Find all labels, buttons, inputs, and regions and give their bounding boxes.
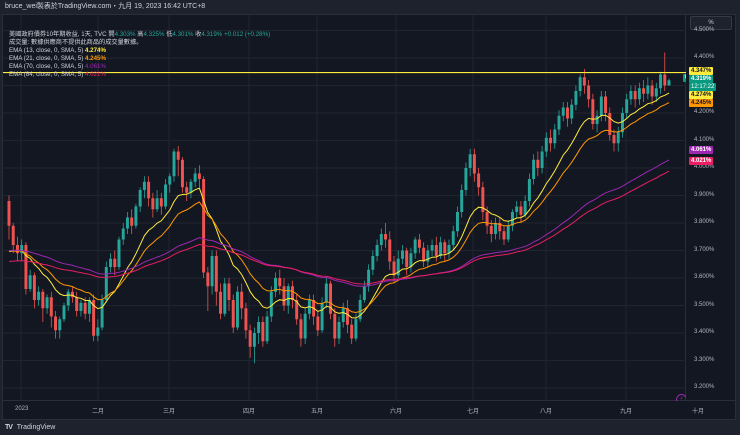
- change-value: +0.012 (+0.28%): [224, 31, 271, 38]
- price-tick: 3.300%: [694, 356, 715, 363]
- candlestick-chart[interactable]: [3, 15, 687, 402]
- indicator-ema21[interactable]: EMA (21, close, 0, SMA, 5) 4.245%: [9, 55, 107, 62]
- time-tick: 八月: [540, 409, 553, 415]
- time-tick: 十月: [692, 409, 705, 415]
- indicator-ema70[interactable]: EMA (70, close, 0, SMA, 5) 4.061%: [9, 63, 107, 70]
- footer-bar: TV TradingView: [0, 420, 740, 435]
- ema21-price-label: 4.245%: [689, 99, 714, 107]
- time-axis[interactable]: 2023 二月 三月 四月 五月 六月 七月 八月 九月 十月: [2, 401, 736, 420]
- price-tick: 4.200%: [694, 109, 715, 115]
- chart-title: bruce_wei製表於TradingView.com・九月 19, 2023 …: [5, 3, 206, 10]
- price-axis[interactable]: % 4.500%4.400%4.300%4.200%4.100%4.000%3.…: [686, 14, 736, 401]
- time-tick: 二月: [92, 409, 105, 415]
- indicator-ema13[interactable]: EMA (13, close, 0, SMA, 5) 4.274%: [9, 47, 107, 54]
- time-tick: 七月: [467, 409, 480, 415]
- brand-name: TradingView: [16, 424, 56, 431]
- volume-note: 成交量: 數據供應商不提供此商品的成交量數據。: [9, 39, 143, 46]
- hline-price-label: 4.347%: [689, 67, 714, 75]
- price-tick: 3.800%: [694, 219, 715, 225]
- ema84-price-label: 4.021%: [689, 157, 714, 165]
- time-tick: 九月: [620, 409, 633, 415]
- price-tick: 3.900%: [694, 191, 715, 198]
- symbol-name: 美國政府債券10年期收益, 1天, TVC: [9, 31, 107, 38]
- chart-legend: 美國政府債券10年期收益, 1天, TVC 開4.303% 高4.325% 低4…: [9, 31, 270, 79]
- tradingview-logo-icon[interactable]: TV: [5, 424, 13, 431]
- price-tick: 4.400%: [694, 54, 715, 60]
- close-value: 4.319%: [201, 31, 223, 38]
- time-tick: 六月: [390, 409, 403, 415]
- price-tick: 3.400%: [694, 329, 715, 335]
- low-value: 4.301%: [172, 31, 194, 38]
- indicator-ema84[interactable]: EMA (84, close, 0, SMA, 5) 4.021%: [9, 71, 107, 78]
- price-tick: 4.000%: [694, 164, 715, 170]
- high-value: 4.325%: [143, 31, 165, 38]
- price-tick: 4.500%: [694, 26, 715, 33]
- ema13-price-label: 4.274%: [689, 91, 714, 99]
- header-bar: bruce_wei製表於TradingView.com・九月 19, 2023 …: [0, 0, 740, 14]
- countdown-label: 12:17:22: [689, 83, 717, 91]
- price-tick: 3.200%: [694, 384, 715, 390]
- price-tick: 3.700%: [694, 246, 715, 253]
- last-price-label: 4.319%: [689, 75, 714, 83]
- percent-scale-button[interactable]: %: [690, 16, 732, 30]
- time-tick: 四月: [243, 409, 256, 415]
- price-tick: 3.600%: [694, 274, 715, 280]
- chart-pane[interactable]: 美國政府債券10年期收益, 1天, TVC 開4.303% 高4.325% 低4…: [2, 14, 687, 405]
- symbol-legend-row[interactable]: 美國政府債券10年期收益, 1天, TVC 開4.303% 高4.325% 低4…: [9, 31, 271, 38]
- price-tick: 3.500%: [694, 301, 715, 308]
- open-value: 4.303%: [114, 31, 136, 38]
- price-tick: 4.100%: [694, 136, 715, 143]
- time-tick: 2023: [15, 406, 29, 412]
- time-tick: 三月: [163, 409, 176, 415]
- ema70-price-label: 4.061%: [689, 146, 714, 154]
- time-tick: 五月: [311, 409, 324, 415]
